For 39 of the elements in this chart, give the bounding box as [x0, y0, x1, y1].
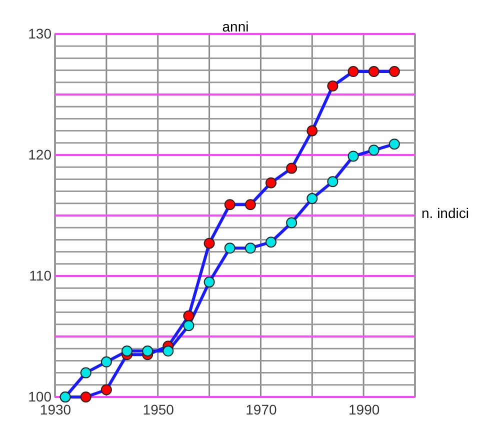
x-tick-label: 1990 — [348, 402, 380, 418]
point — [306, 125, 318, 136]
y-tick-label: 110 — [29, 268, 52, 284]
point — [327, 176, 338, 188]
point — [142, 346, 154, 357]
point — [388, 66, 400, 77]
y-tick-label: 120 — [28, 146, 52, 162]
x-tick-label: 1950 — [142, 402, 174, 418]
x-tick-label: 1970 — [246, 402, 277, 418]
point — [100, 356, 112, 368]
point — [327, 80, 338, 92]
point — [80, 392, 92, 402]
y-axis-title: n. indici — [422, 205, 469, 221]
point — [244, 242, 256, 254]
point — [204, 238, 215, 249]
point — [204, 276, 215, 288]
y-tick-label: 130 — [28, 26, 52, 42]
point — [286, 217, 298, 228]
point — [266, 236, 276, 248]
point — [244, 199, 256, 210]
point — [224, 199, 236, 210]
point — [388, 138, 400, 150]
x-tick-label: 1930 — [40, 402, 72, 418]
point — [348, 150, 359, 162]
point — [368, 66, 380, 77]
point — [183, 310, 194, 322]
x-axis-title: anni — [222, 18, 249, 34]
point — [122, 346, 132, 357]
point — [224, 242, 236, 254]
y-tick-label: 100 — [28, 388, 52, 404]
point — [266, 177, 276, 188]
point — [286, 162, 298, 174]
point — [80, 367, 92, 378]
point — [348, 66, 359, 77]
point — [306, 193, 318, 204]
point — [162, 346, 174, 357]
point — [100, 384, 112, 396]
point — [368, 144, 380, 156]
point — [183, 320, 194, 332]
